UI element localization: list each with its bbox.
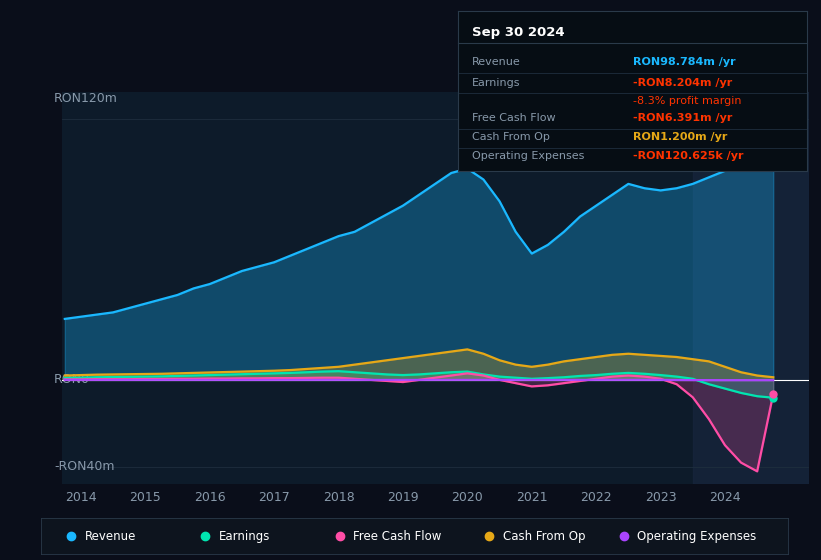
Text: Free Cash Flow: Free Cash Flow (353, 530, 442, 543)
Text: Earnings: Earnings (219, 530, 270, 543)
Text: Operating Expenses: Operating Expenses (637, 530, 756, 543)
Text: -RON6.391m /yr: -RON6.391m /yr (633, 113, 732, 123)
Text: -RON120.625k /yr: -RON120.625k /yr (633, 151, 743, 161)
Text: Revenue: Revenue (85, 530, 135, 543)
Text: Sep 30 2024: Sep 30 2024 (472, 26, 565, 39)
Text: RON98.784m /yr: RON98.784m /yr (633, 57, 736, 67)
Text: Earnings: Earnings (472, 78, 521, 88)
Text: Revenue: Revenue (472, 57, 521, 67)
Text: -8.3% profit margin: -8.3% profit margin (633, 96, 741, 106)
Text: Free Cash Flow: Free Cash Flow (472, 113, 556, 123)
Text: Cash From Op: Cash From Op (472, 132, 550, 142)
Text: Operating Expenses: Operating Expenses (472, 151, 585, 161)
Bar (693, 92, 809, 484)
Text: -RON8.204m /yr: -RON8.204m /yr (633, 78, 732, 88)
Text: RON120m: RON120m (54, 92, 118, 105)
Text: RON1.200m /yr: RON1.200m /yr (633, 132, 727, 142)
Text: RON0: RON0 (54, 374, 90, 386)
Text: -RON40m: -RON40m (54, 460, 115, 473)
Text: Cash From Op: Cash From Op (502, 530, 585, 543)
